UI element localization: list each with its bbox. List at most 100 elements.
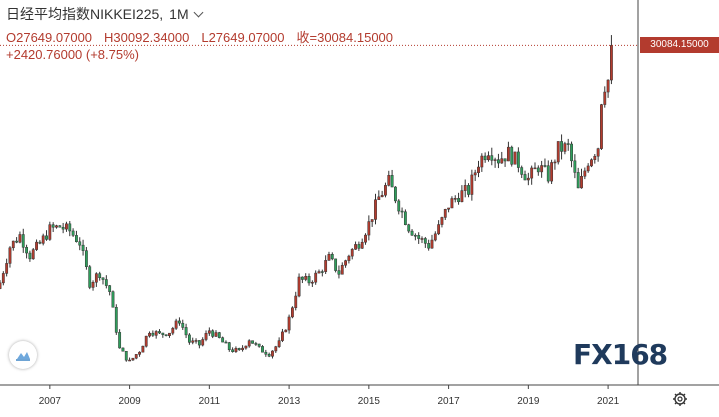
candle-body [344, 260, 347, 266]
candle-body [420, 238, 424, 240]
candle-body [151, 332, 155, 336]
candle-body [71, 230, 75, 236]
candle-body [523, 174, 527, 181]
candle-body [31, 249, 35, 260]
candle-body [334, 258, 338, 271]
candle-body [131, 357, 135, 361]
x-tick-label: 2017 [437, 396, 460, 407]
candle-body [354, 244, 357, 250]
candle-body [563, 143, 567, 152]
candle-body [447, 207, 451, 210]
ohlc-readout: O27649.07000 H30092.34000 L27649.07000 收=30… [6, 27, 405, 46]
candle-body [154, 331, 158, 336]
candle-body [460, 190, 464, 203]
x-tick-label: 2009 [118, 396, 141, 407]
candle-body [516, 151, 520, 168]
candle-body [287, 316, 291, 331]
candle-body [600, 104, 603, 149]
interval-label[interactable]: 1M [169, 6, 189, 22]
candle-body [583, 170, 587, 177]
candle-body [124, 350, 128, 361]
candle-body [38, 241, 42, 244]
candle-body [267, 353, 271, 357]
x-tick-label: 2021 [597, 396, 620, 407]
chevron-down-icon[interactable] [193, 7, 204, 18]
candle-body [241, 347, 244, 351]
candle-body [181, 322, 185, 328]
candle-body [417, 235, 421, 239]
candle-body [566, 143, 570, 145]
candle-body [118, 332, 122, 349]
candle-body [300, 276, 304, 280]
candle-body [244, 345, 248, 349]
candle-body [187, 334, 191, 343]
symbol-header[interactable]: 日经平均指数NIKKEI225, 1M [6, 4, 204, 24]
candle-body [463, 185, 467, 191]
candle-body [487, 155, 490, 161]
candle-body [330, 254, 334, 260]
candle-body [453, 198, 457, 200]
candle-body [550, 162, 554, 182]
candle-body [28, 252, 32, 260]
candle-body [513, 151, 517, 165]
candle-body [214, 332, 218, 337]
gear-icon[interactable] [672, 391, 688, 407]
candle-body [377, 196, 381, 200]
candle-body [430, 239, 434, 249]
candle-body [61, 226, 65, 230]
candle-body [264, 351, 268, 355]
candle-body [51, 224, 55, 228]
candle-body [560, 141, 563, 152]
candle-body [15, 240, 19, 243]
last-price-tag: 30084.15000 [640, 37, 719, 54]
candle-body [91, 281, 95, 288]
candle-body [231, 349, 235, 352]
candle-body [128, 359, 132, 362]
candle-body [493, 159, 497, 161]
candle-body [370, 219, 374, 222]
candle-body [340, 264, 344, 275]
candle-body [84, 250, 88, 267]
candle-body [364, 234, 367, 243]
candle-body [394, 186, 397, 202]
candle-body [497, 159, 500, 164]
fx168-watermark: FX168 [573, 338, 668, 371]
candle-body [327, 254, 331, 261]
x-tick-label: 2015 [358, 396, 381, 407]
x-tick-label: 2019 [517, 396, 540, 407]
candle-body [536, 167, 540, 173]
candle-body [237, 348, 241, 351]
candle-body [291, 307, 294, 318]
candle-body [553, 161, 557, 164]
candle-body [324, 260, 328, 272]
candle-body [337, 270, 341, 275]
candle-body [158, 331, 161, 334]
candle-body [88, 266, 92, 288]
candle-body [506, 146, 510, 162]
candle-body [483, 155, 487, 161]
candle-body [480, 155, 484, 168]
candle-body [78, 241, 82, 246]
candle-body [467, 185, 470, 195]
candle-body [144, 335, 148, 347]
candle-body [543, 165, 547, 167]
candle-body [320, 271, 324, 273]
candle-body [423, 238, 427, 244]
candle-body [18, 234, 22, 243]
candle-body [48, 224, 52, 240]
open-value: O27649.07000 [6, 30, 93, 45]
candle-body [41, 235, 45, 244]
candle-body [350, 249, 354, 257]
candle-body [400, 210, 404, 213]
candle-body [546, 165, 550, 182]
candle-body [317, 271, 321, 274]
candle-body [470, 174, 474, 195]
candle-body [111, 291, 115, 308]
candle-body [530, 167, 534, 179]
candle-body [427, 243, 431, 249]
candle-body [8, 247, 12, 264]
candle-body [174, 320, 178, 329]
cloud-logo-icon[interactable] [9, 341, 37, 369]
